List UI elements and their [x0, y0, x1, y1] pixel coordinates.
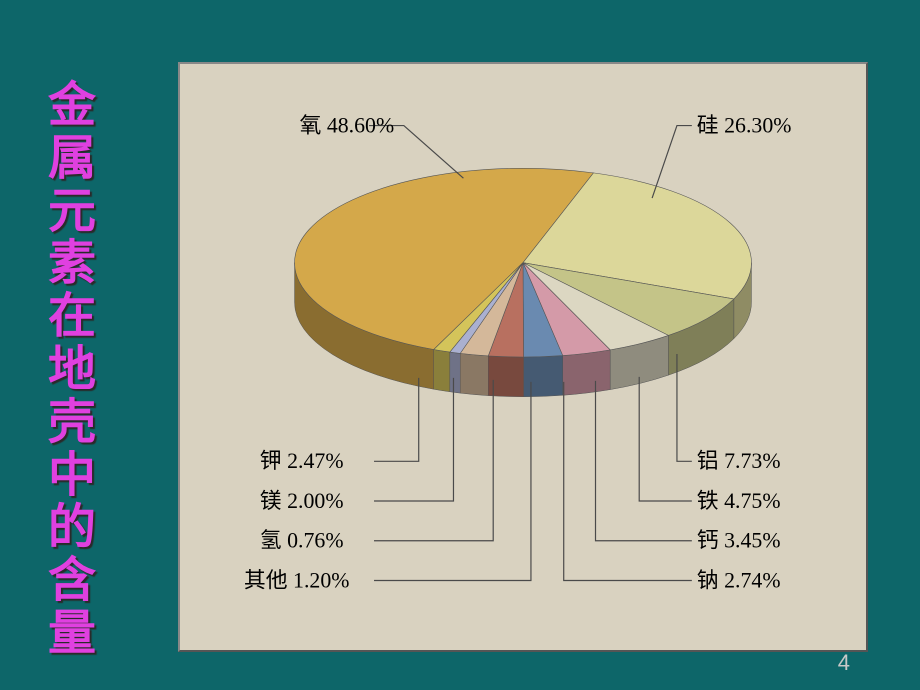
leader-potassium — [374, 378, 419, 461]
label-magnesium: 镁 2.00% — [260, 489, 344, 513]
title-char: 的 — [48, 502, 96, 555]
label-potassium: 钾 2.47% — [260, 449, 344, 473]
leader-hydrogen — [374, 380, 493, 541]
pie-side — [450, 352, 460, 393]
title-char: 金 — [48, 80, 96, 133]
leader-iron — [639, 377, 692, 501]
label-oxygen: 氧 48.60% — [300, 114, 395, 138]
title-char: 地 — [48, 344, 96, 397]
chart-frame: 氧 48.60% 硅 26.30% 铝 7.73% 铁 4.75% 钙 3.45% 钠 2… — [178, 62, 868, 652]
title-char: 壳 — [48, 397, 96, 450]
label-iron: 铁 4.75% — [697, 489, 781, 513]
label-sodium: 钠 2.74% — [697, 568, 781, 592]
label-other: 其他 1.20% — [244, 568, 350, 592]
vertical-title: 金属元素在地壳中的含量 — [48, 80, 96, 661]
leader-magnesium — [374, 378, 453, 501]
pie-chart-svg: 氧 48.60% 硅 26.30% 铝 7.73% 铁 4.75% 钙 3.45% 钠 2… — [180, 64, 866, 650]
label-aluminum: 铝 7.73% — [697, 449, 781, 473]
title-char: 属 — [48, 133, 96, 186]
title-char: 含 — [48, 555, 96, 608]
pie-side — [563, 350, 610, 395]
title-char: 素 — [48, 238, 96, 291]
pie-side — [434, 349, 450, 391]
title-char: 元 — [48, 186, 96, 239]
label-silicon: 硅 26.30% — [697, 114, 792, 138]
label-calcium: 钙 3.45% — [697, 529, 781, 553]
title-char: 量 — [48, 608, 96, 661]
leader-other — [374, 382, 531, 581]
page-number: 4 — [838, 650, 850, 676]
pie-side — [524, 356, 563, 397]
title-char: 在 — [48, 291, 96, 344]
pie-side — [460, 353, 488, 395]
leader-sodium — [564, 382, 692, 581]
title-char: 中 — [48, 450, 96, 503]
label-hydrogen: 氢 0.76% — [260, 529, 344, 553]
